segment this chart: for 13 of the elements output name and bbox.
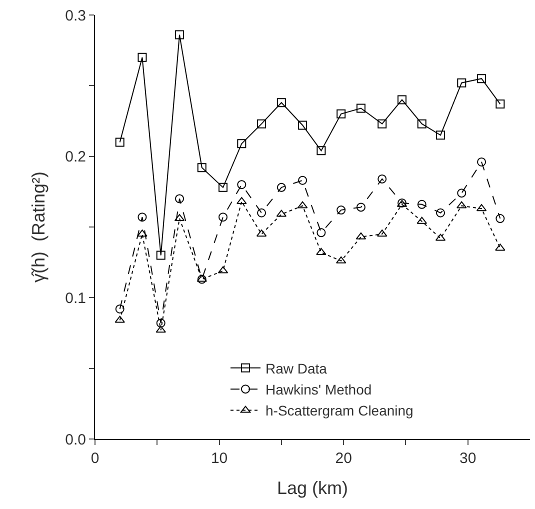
- y-tick-label: 0.0: [65, 431, 86, 448]
- legend-label: h-Scattergram Cleaning: [266, 402, 414, 419]
- x-axis-title: Lag (km): [276, 478, 348, 498]
- y-tick-label: 0.2: [65, 148, 86, 166]
- y-axis-title: γ̂(h) (Rating²): [28, 171, 48, 283]
- y-tick-label: 0.1: [65, 290, 86, 307]
- x-tick-label: 10: [210, 450, 228, 467]
- x-tick-label: 30: [460, 450, 476, 467]
- x-tick-label: 0: [90, 450, 100, 467]
- y-tick-label: 0.3: [65, 7, 86, 24]
- legend-label: Raw Data: [266, 360, 328, 376]
- legend-label: Hawkins' Method: [266, 382, 372, 398]
- x-tick-label: 20: [335, 450, 352, 467]
